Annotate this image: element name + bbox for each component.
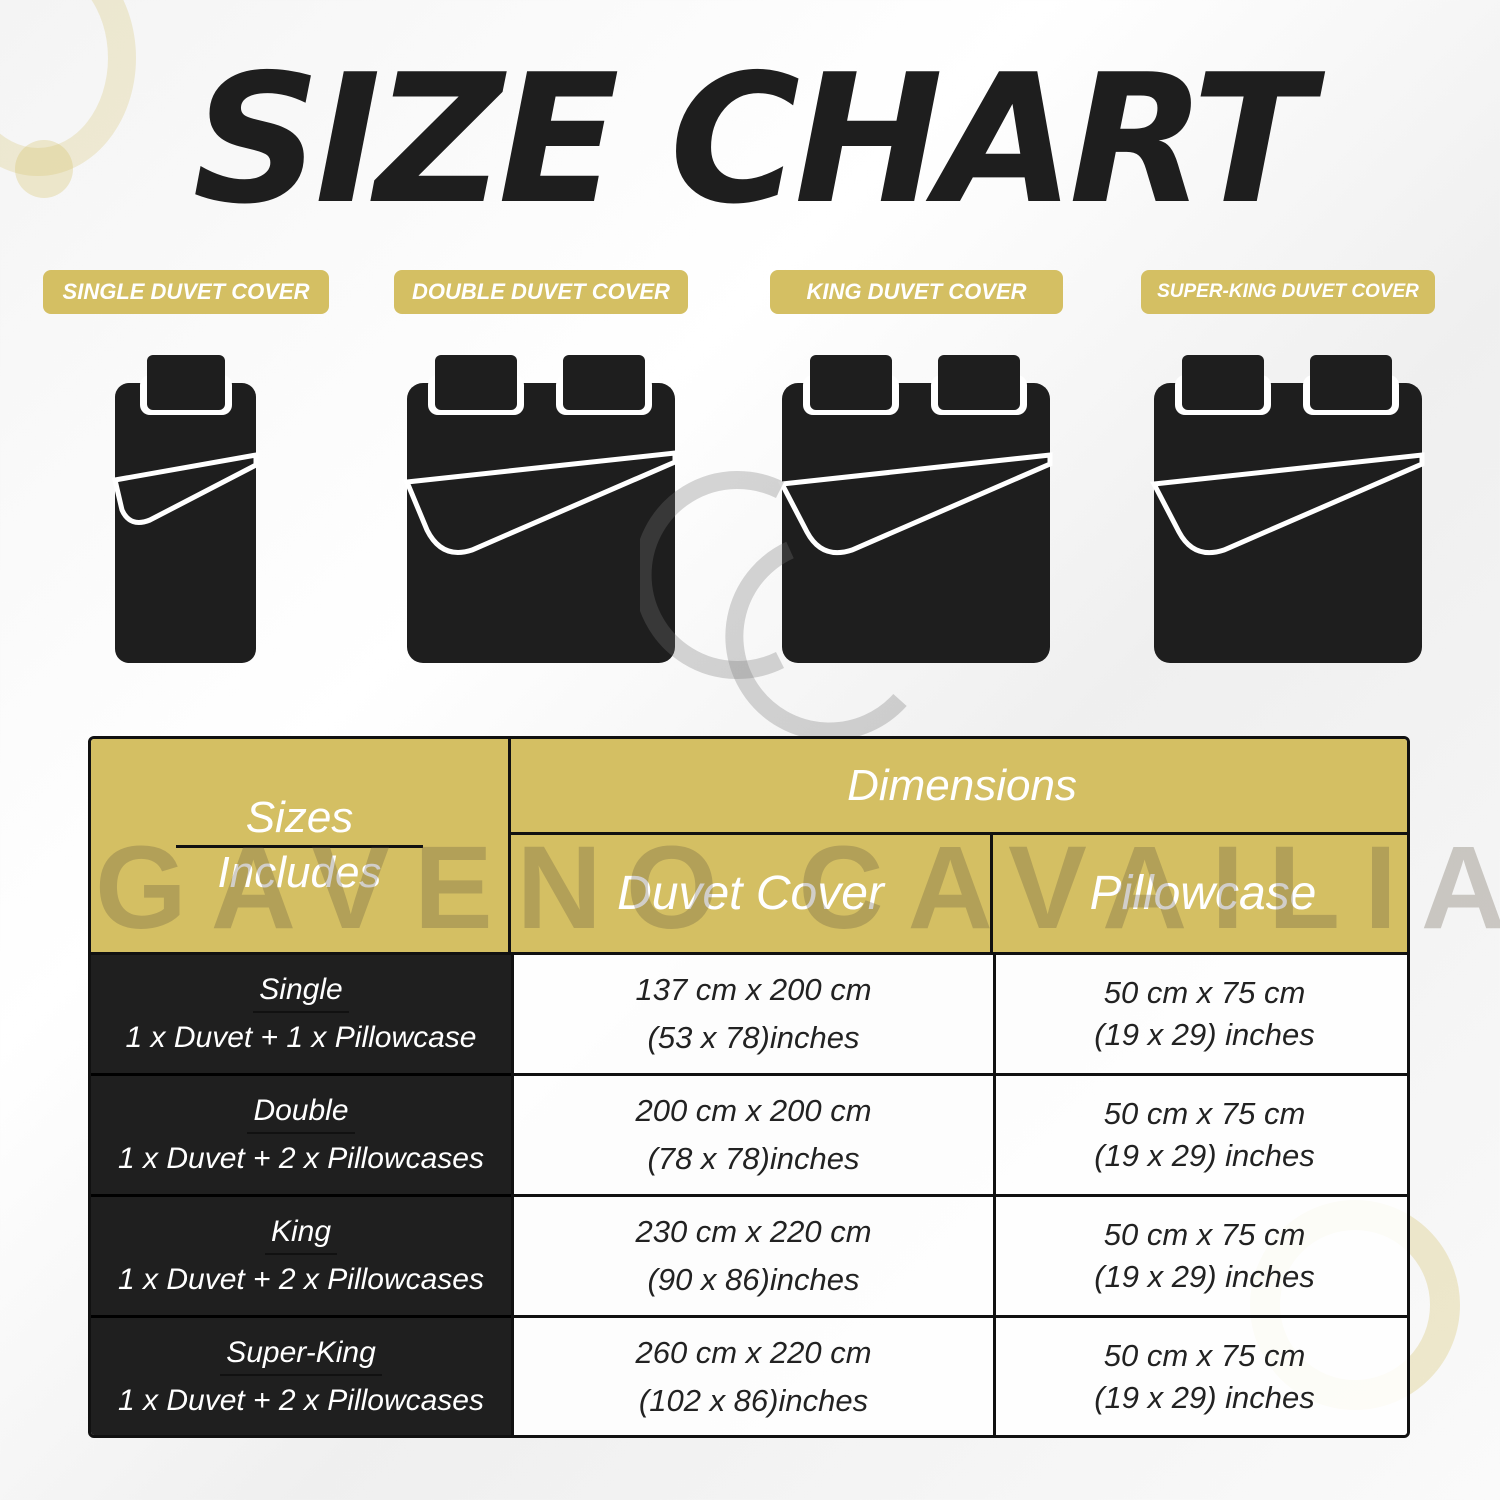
size-name: Super-King [220, 1336, 382, 1376]
decor-dot [15, 140, 73, 198]
pillow-cm: 50 cm x 75 cm [1103, 975, 1306, 1010]
cover-label-super-king: SUPER-KING DUVET COVER [1141, 270, 1435, 314]
double-duvet-icon [403, 355, 678, 663]
size-includes: 1 x Duvet + 2 x Pillowcases [118, 1142, 484, 1175]
single-duvet-icon [111, 355, 259, 663]
duvet-inches: (90 x 86)inches [647, 1262, 860, 1297]
duvet-dimension-cell: 260 cm x 220 cm (102 x 86)inches [511, 1318, 993, 1435]
pillow-cm: 50 cm x 75 cm [1103, 1217, 1306, 1252]
pillow-cm: 50 cm x 75 cm [1103, 1096, 1306, 1131]
pillow-inches: (19 x 29) inches [1094, 1379, 1315, 1415]
size-cell: King 1 x Duvet + 2 x Pillowcases [91, 1197, 511, 1318]
size-name: Single [253, 973, 349, 1013]
size-includes: 1 x Duvet + 1 x Pillowcase [125, 1021, 477, 1054]
pillowcase-dimension-cell: 50 cm x 75 cm (19 x 29) inches [993, 1318, 1407, 1435]
duvet-dimension-cell: 200 cm x 200 cm (78 x 78)inches [511, 1076, 993, 1197]
duvet-cm: 137 cm x 200 cm [635, 972, 872, 1007]
duvet-cover-header: Duvet Cover [511, 835, 993, 955]
duvet-cm: 200 cm x 200 cm [635, 1093, 872, 1128]
page-title: SIZE CHART [192, 36, 1314, 243]
size-table: Sizes Includes Dimensions Duvet Cover Pi… [88, 736, 1410, 1438]
size-name: King [264, 1215, 338, 1255]
size-cell: Double 1 x Duvet + 2 x Pillowcases [91, 1076, 511, 1197]
pillow-cm: 50 cm x 75 cm [1103, 1337, 1306, 1373]
duvet-dimension-cell: 137 cm x 200 cm (53 x 78)inches [511, 955, 993, 1076]
sizes-header: Sizes [175, 793, 424, 848]
duvet-dimension-cell: 230 cm x 220 cm (90 x 86)inches [511, 1197, 993, 1318]
cover-label-king: KING DUVET COVER [770, 270, 1063, 314]
size-name: Double [247, 1094, 355, 1134]
pillowcase-dimension-cell: 50 cm x 75 cm (19 x 29) inches [993, 955, 1407, 1076]
pillowcase-dimension-cell: 50 cm x 75 cm (19 x 29) inches [993, 1197, 1407, 1318]
dimensions-header: Dimensions [511, 739, 1407, 835]
size-includes: 1 x Duvet + 2 x Pillowcases [118, 1263, 484, 1296]
duvet-inches: (53 x 78)inches [647, 1020, 860, 1055]
pillowcase-header: Pillowcase [993, 835, 1407, 955]
duvet-inches: (78 x 78)inches [647, 1141, 860, 1176]
sizes-includes-header: Sizes Includes [91, 739, 511, 955]
king-duvet-icon [778, 355, 1053, 663]
size-cell: Single 1 x Duvet + 1 x Pillowcase [91, 955, 511, 1076]
duvet-cm: 230 cm x 220 cm [635, 1214, 872, 1249]
cover-label-double: DOUBLE DUVET COVER [394, 270, 688, 314]
pillow-inches: (19 x 29) inches [1094, 1138, 1315, 1173]
includes-header: Includes [217, 848, 382, 897]
duvet-cm: 260 cm x 220 cm [635, 1334, 872, 1370]
duvet-inches: (102 x 86)inches [638, 1382, 869, 1418]
cover-label-single: SINGLE DUVET COVER [43, 270, 329, 314]
pillow-inches: (19 x 29) inches [1094, 1259, 1315, 1294]
super-king-duvet-icon [1150, 355, 1425, 663]
pillowcase-dimension-cell: 50 cm x 75 cm (19 x 29) inches [993, 1076, 1407, 1197]
size-includes: 1 x Duvet + 2 x Pillowcases [118, 1383, 484, 1417]
pillow-inches: (19 x 29) inches [1094, 1017, 1315, 1052]
watermark-logo-icon [640, 471, 907, 741]
size-cell: Super-King 1 x Duvet + 2 x Pillowcases [91, 1318, 511, 1435]
